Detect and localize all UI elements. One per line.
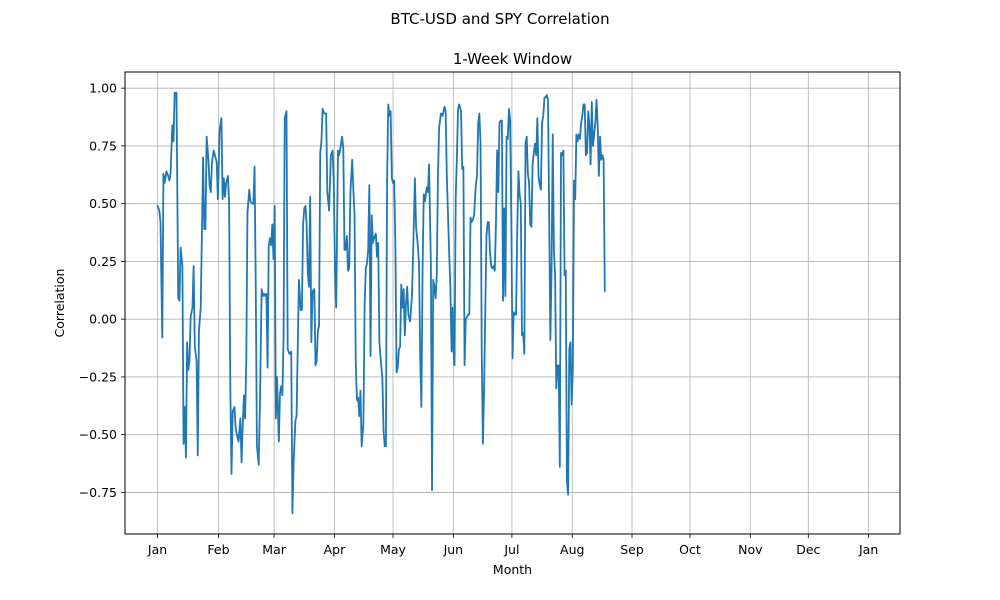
x-tick-label: Jul <box>503 542 519 557</box>
x-tick-label: May <box>380 542 406 557</box>
x-tick-label: Feb <box>207 542 229 557</box>
x-tick-label: Sep <box>620 542 644 557</box>
y-axis-label: Correlation <box>52 269 67 338</box>
x-tick-label: Dec <box>796 542 820 557</box>
x-tick-label: Nov <box>738 542 763 557</box>
chart-title: 1-Week Window <box>453 50 572 68</box>
series-layer <box>156 91 606 515</box>
y-tick-label: −0.75 <box>79 485 117 500</box>
y-tick-label: −0.50 <box>79 427 117 442</box>
y-tick-label: 0.00 <box>89 312 117 327</box>
x-axis: Jan Feb Mar Apr May Jun Jul Aug Sep Oct Nov Dec Jan <box>147 534 878 557</box>
y-tick-label: 0.50 <box>89 196 117 211</box>
x-tick-label: Oct <box>679 542 701 557</box>
chart-suptitle: BTC-USD and SPY Correlation <box>390 10 609 28</box>
y-tick-label: 0.75 <box>89 138 117 153</box>
x-axis-label: Month <box>493 562 532 577</box>
x-tick-label: Jun <box>443 542 464 557</box>
x-tick-label: Aug <box>560 542 584 557</box>
y-tick-label: −0.25 <box>79 369 117 384</box>
x-tick-label: Jan <box>147 542 167 557</box>
y-axis: 1.00 0.75 0.50 0.25 0.00 −0.25 −0.50 −0.75 <box>79 81 125 500</box>
y-tick-label: 1.00 <box>89 81 117 96</box>
series-line <box>156 91 606 515</box>
x-tick-label: Mar <box>262 542 286 557</box>
y-tick-label: 0.25 <box>89 254 117 269</box>
x-tick-label: Apr <box>324 542 346 557</box>
plot-frame <box>124 71 901 535</box>
x-tick-label: Jan <box>858 542 878 557</box>
